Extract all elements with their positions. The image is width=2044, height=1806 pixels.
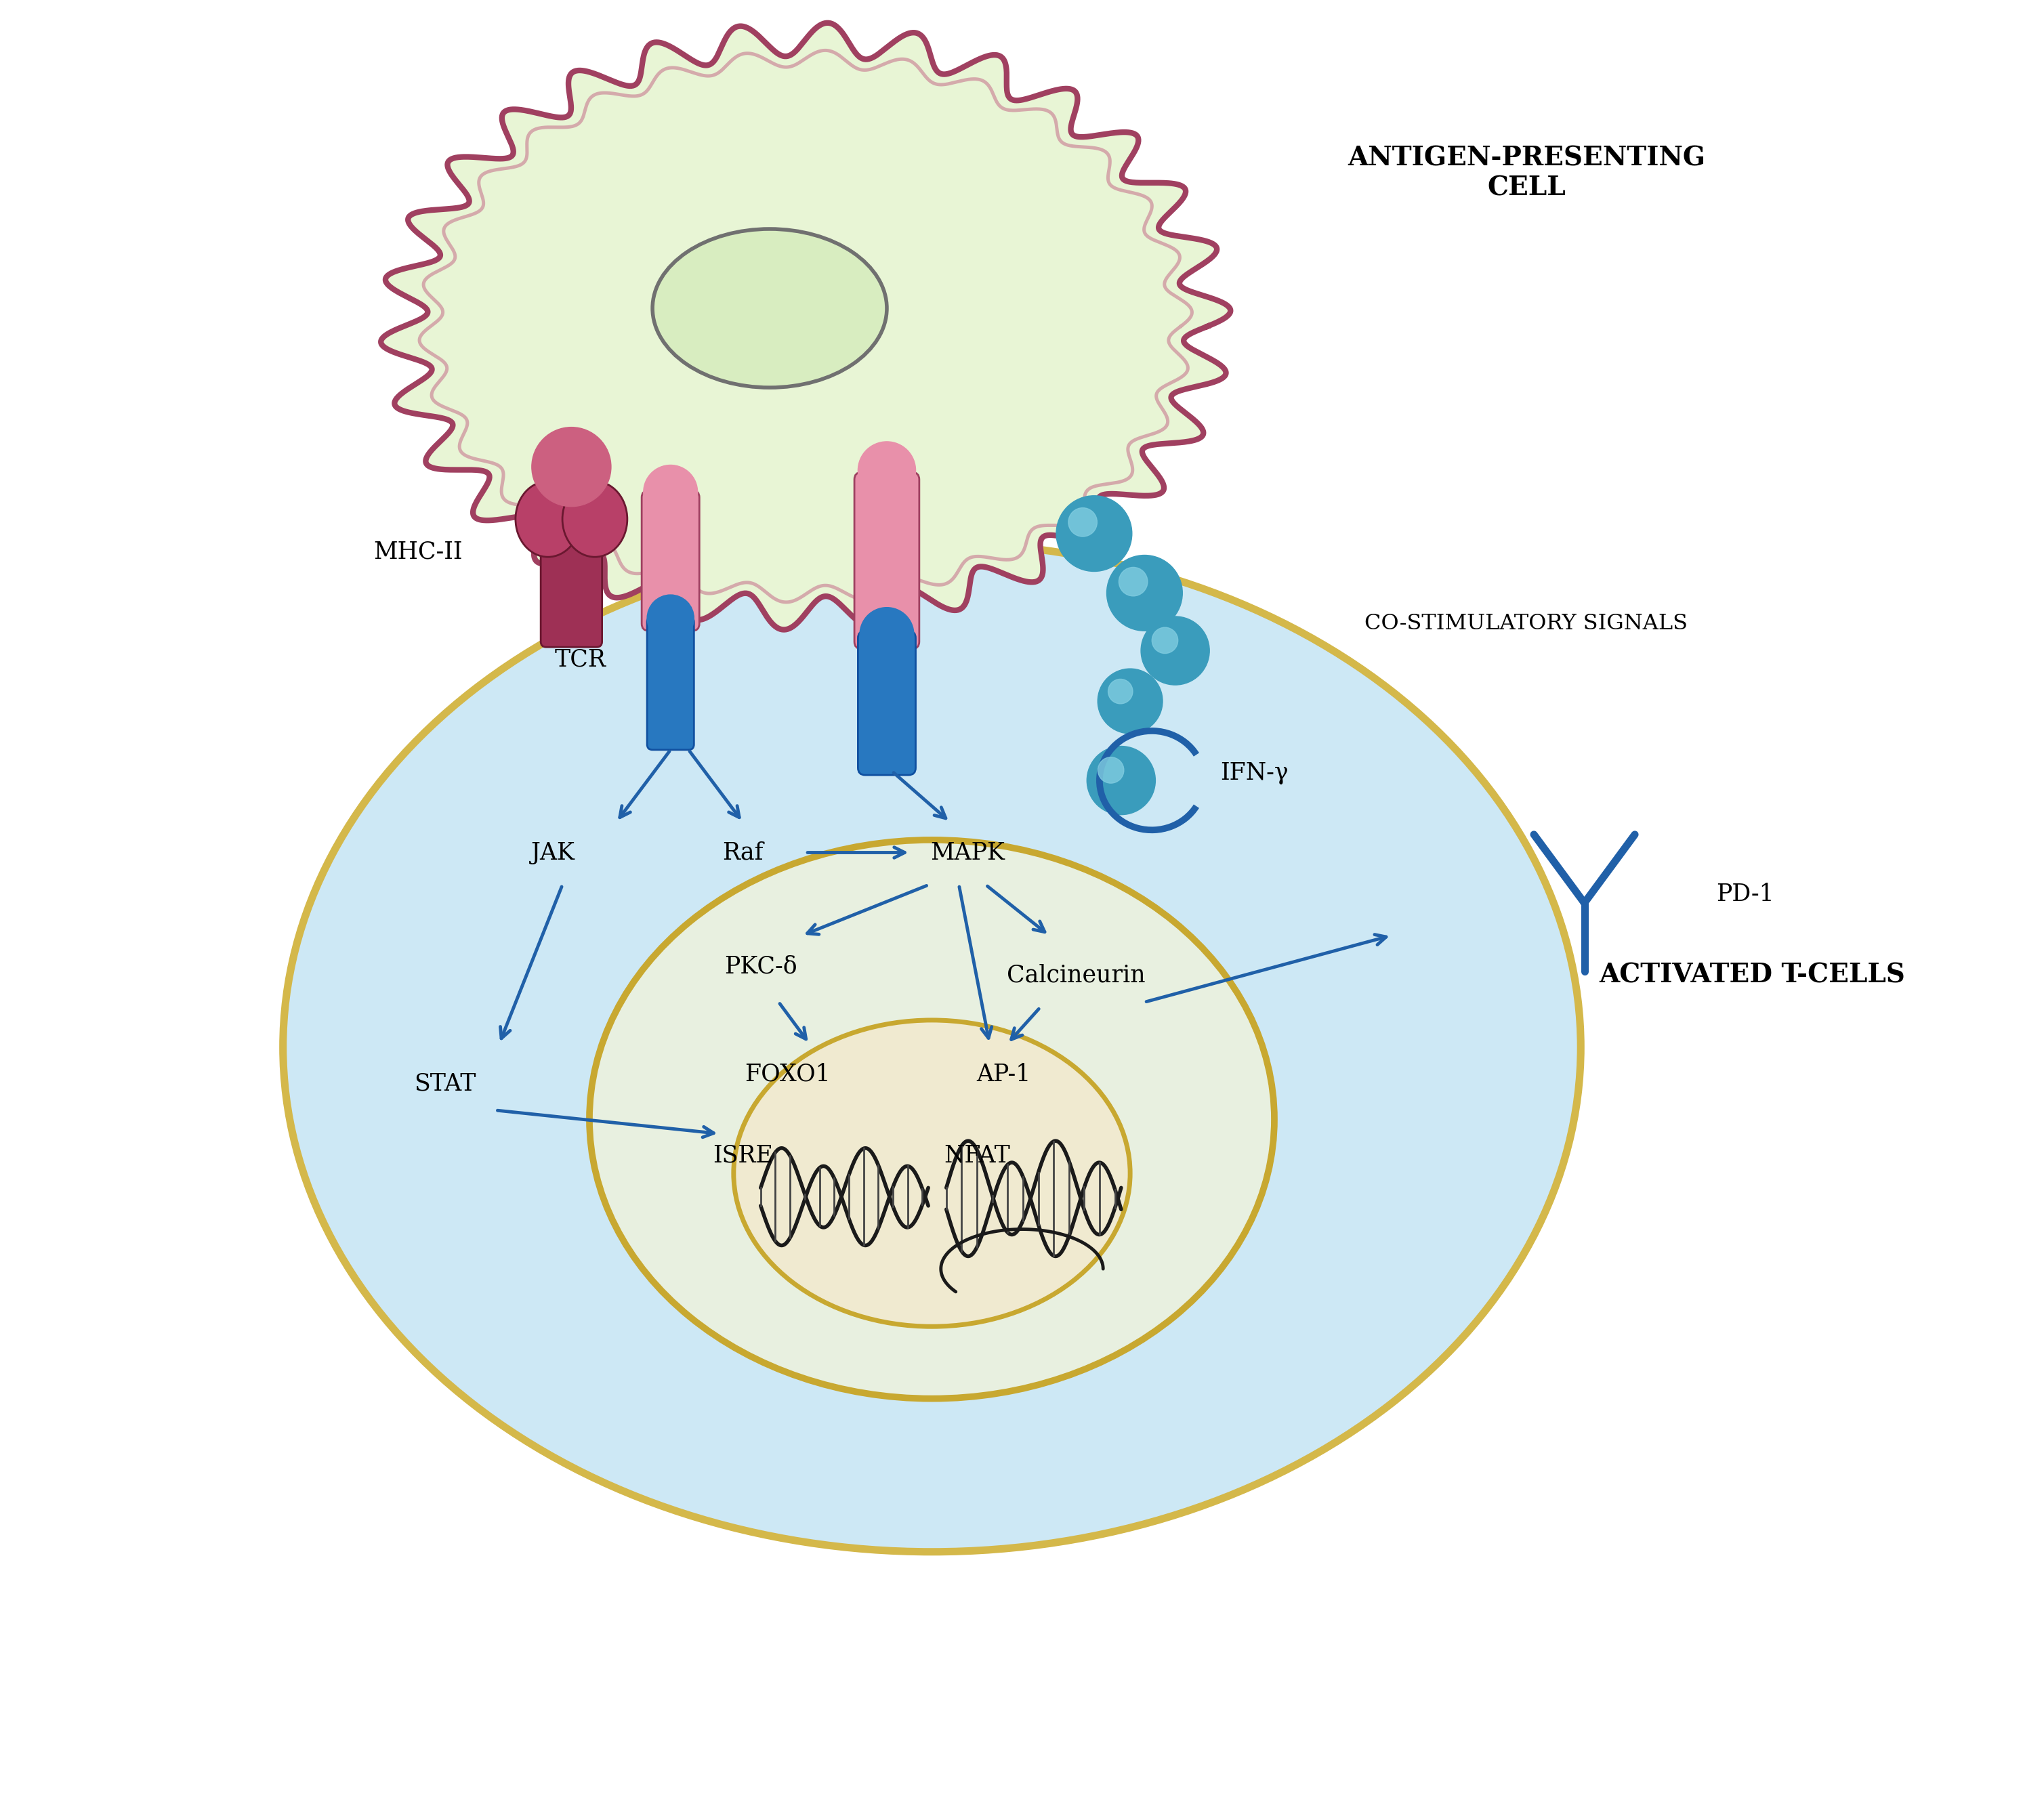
- Circle shape: [1069, 507, 1098, 536]
- Text: ANTIGEN-PRESENTING
CELL: ANTIGEN-PRESENTING CELL: [1347, 144, 1705, 200]
- Circle shape: [861, 607, 914, 661]
- Circle shape: [531, 428, 611, 506]
- Text: Raf: Raf: [722, 842, 762, 863]
- Ellipse shape: [562, 480, 628, 556]
- Circle shape: [1108, 679, 1132, 704]
- Text: AP-1: AP-1: [977, 1062, 1032, 1085]
- Circle shape: [1106, 554, 1181, 630]
- Ellipse shape: [282, 542, 1580, 1551]
- Circle shape: [1141, 616, 1210, 684]
- Circle shape: [1098, 757, 1124, 784]
- Text: MAPK: MAPK: [930, 842, 1006, 863]
- Text: TCR: TCR: [554, 648, 607, 672]
- Circle shape: [644, 466, 697, 518]
- FancyBboxPatch shape: [542, 527, 603, 647]
- Ellipse shape: [652, 229, 887, 388]
- Ellipse shape: [589, 840, 1273, 1398]
- Ellipse shape: [734, 1020, 1130, 1327]
- Text: FOXO1: FOXO1: [744, 1062, 830, 1085]
- Text: Calcineurin: Calcineurin: [1008, 964, 1145, 986]
- FancyBboxPatch shape: [854, 471, 920, 648]
- FancyBboxPatch shape: [858, 630, 916, 775]
- Text: JAK: JAK: [531, 842, 574, 863]
- Text: CO-STIMULATORY SIGNALS: CO-STIMULATORY SIGNALS: [1365, 614, 1688, 634]
- Text: PD-1: PD-1: [1715, 883, 1774, 905]
- Circle shape: [1098, 668, 1163, 733]
- Text: NFAT: NFAT: [944, 1143, 1010, 1167]
- Text: ACTIVATED T-CELLS: ACTIVATED T-CELLS: [1598, 963, 1905, 988]
- Text: MHC-II: MHC-II: [374, 540, 462, 563]
- Circle shape: [1057, 495, 1132, 571]
- Ellipse shape: [515, 480, 580, 556]
- Circle shape: [1153, 627, 1177, 654]
- Text: IFN-γ: IFN-γ: [1220, 762, 1288, 786]
- FancyBboxPatch shape: [648, 616, 695, 749]
- Text: STAT: STAT: [415, 1071, 476, 1094]
- Circle shape: [1118, 567, 1147, 596]
- Circle shape: [1087, 746, 1155, 815]
- Circle shape: [858, 442, 916, 498]
- Text: PKC-δ: PKC-δ: [724, 955, 797, 977]
- FancyBboxPatch shape: [642, 489, 699, 630]
- Circle shape: [648, 594, 695, 641]
- Text: ISRE: ISRE: [713, 1143, 773, 1167]
- Polygon shape: [380, 23, 1230, 630]
